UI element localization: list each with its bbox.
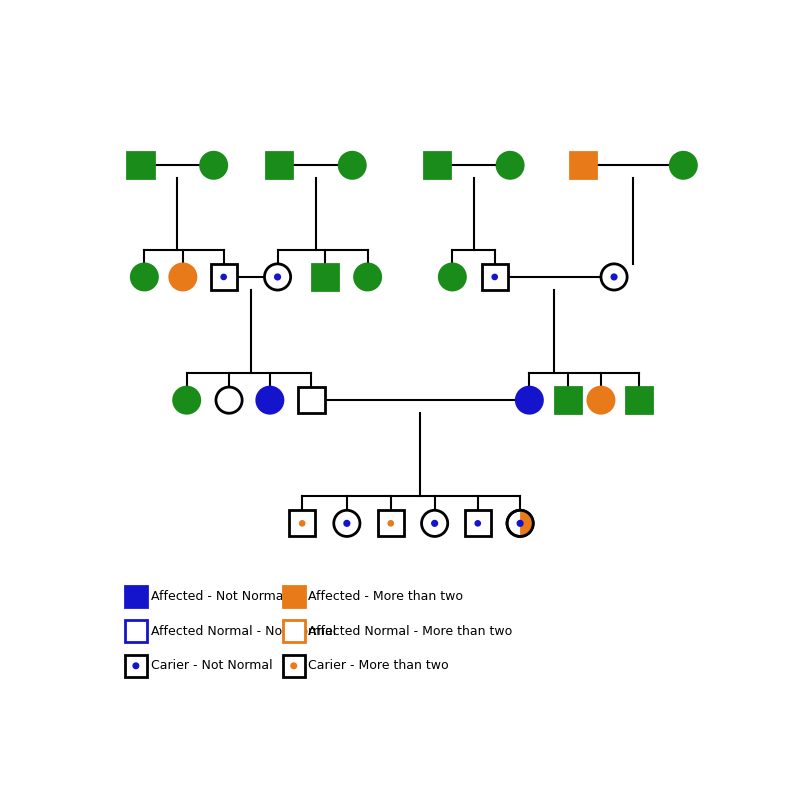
Polygon shape xyxy=(125,586,146,607)
Circle shape xyxy=(432,521,438,526)
Polygon shape xyxy=(554,387,581,414)
Circle shape xyxy=(131,264,158,290)
Circle shape xyxy=(216,387,242,414)
Text: Affected Normal - Not Normal: Affected Normal - Not Normal xyxy=(150,625,336,638)
Polygon shape xyxy=(312,264,338,290)
Polygon shape xyxy=(626,387,652,414)
Circle shape xyxy=(475,521,480,526)
Circle shape xyxy=(492,274,498,279)
Circle shape xyxy=(257,387,283,414)
Polygon shape xyxy=(465,510,491,537)
Text: Affected - More than two: Affected - More than two xyxy=(308,590,463,603)
Circle shape xyxy=(339,152,366,178)
Circle shape xyxy=(334,510,360,537)
Polygon shape xyxy=(289,510,315,537)
Circle shape xyxy=(388,521,394,526)
Text: Carier - More than two: Carier - More than two xyxy=(308,659,449,672)
Circle shape xyxy=(221,274,226,279)
Polygon shape xyxy=(482,264,508,290)
Polygon shape xyxy=(127,152,154,178)
Circle shape xyxy=(439,264,466,290)
Circle shape xyxy=(291,663,297,669)
Polygon shape xyxy=(125,620,146,642)
Polygon shape xyxy=(298,387,325,414)
Circle shape xyxy=(516,387,542,414)
Polygon shape xyxy=(378,510,404,537)
Circle shape xyxy=(265,264,290,290)
Circle shape xyxy=(497,152,523,178)
Circle shape xyxy=(518,521,523,526)
Circle shape xyxy=(670,152,697,178)
Circle shape xyxy=(422,510,448,537)
Circle shape xyxy=(354,264,381,290)
Circle shape xyxy=(174,387,200,414)
Polygon shape xyxy=(210,264,237,290)
Polygon shape xyxy=(283,586,305,607)
Polygon shape xyxy=(570,152,596,178)
Polygon shape xyxy=(283,620,305,642)
Text: Affected - Not Normal: Affected - Not Normal xyxy=(150,590,286,603)
Circle shape xyxy=(611,274,617,280)
Circle shape xyxy=(274,274,281,280)
Circle shape xyxy=(507,510,534,537)
Circle shape xyxy=(344,521,350,526)
Circle shape xyxy=(133,663,138,669)
Text: Carier - Not Normal: Carier - Not Normal xyxy=(150,659,272,672)
Circle shape xyxy=(601,264,627,290)
Polygon shape xyxy=(283,655,305,677)
Polygon shape xyxy=(424,152,450,178)
Polygon shape xyxy=(266,152,292,178)
Circle shape xyxy=(299,521,305,526)
Circle shape xyxy=(170,264,196,290)
Circle shape xyxy=(201,152,226,178)
Wedge shape xyxy=(520,510,534,537)
Text: Affected Normal - More than two: Affected Normal - More than two xyxy=(308,625,513,638)
Polygon shape xyxy=(125,655,146,677)
Circle shape xyxy=(588,387,614,414)
